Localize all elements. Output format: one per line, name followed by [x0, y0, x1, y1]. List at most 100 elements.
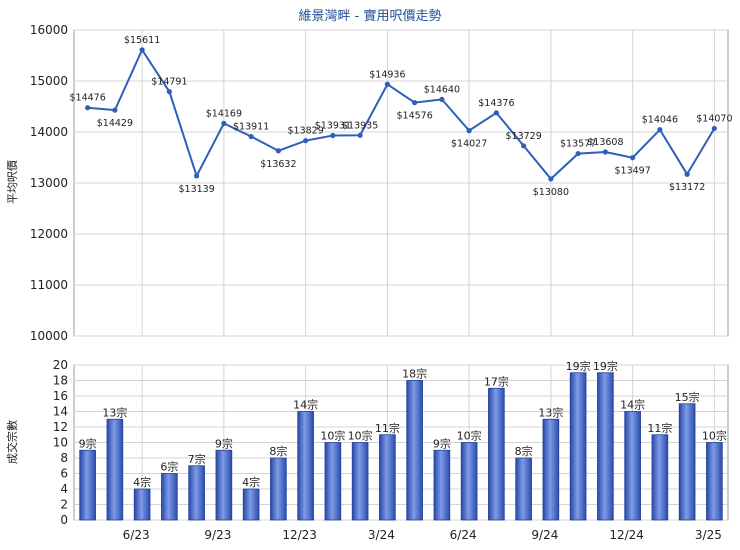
volume-data-label: 14宗: [620, 398, 645, 412]
volume-data-label: 10宗: [457, 429, 482, 443]
price-y-axis-label: 平均呎價: [5, 160, 19, 204]
price-data-point: [357, 132, 363, 138]
volume-data-label: 14宗: [293, 398, 318, 412]
volume-bar: [624, 411, 641, 521]
volume-y-tick-label: 8: [60, 451, 68, 465]
price-y-tick-label: 16000: [30, 23, 68, 37]
volume-data-label: 10宗: [348, 429, 373, 443]
price-data-label: $13632: [260, 159, 296, 170]
price-data-labels: $14476 $14429 $15611 $14791 $13139 $14169 $139…: [69, 35, 732, 198]
price-series-line: [87, 47, 716, 181]
price-data-point: [275, 148, 281, 154]
volume-x-tick-label: 9/24: [531, 528, 558, 542]
volume-data-label: 4宗: [133, 475, 151, 489]
price-data-label: $15611: [124, 35, 160, 46]
price-data-label: $14027: [451, 139, 487, 150]
volume-x-tick-label: 6/23: [123, 528, 150, 542]
price-data-label: $13172: [669, 182, 705, 193]
price-data-label: $14429: [97, 118, 133, 129]
volume-x-tick-label: 12/23: [282, 528, 317, 542]
volume-bar: [569, 372, 587, 521]
price-data-label: $14936: [369, 69, 405, 80]
volume-bar: [678, 403, 696, 521]
volume-data-label: 10宗: [702, 429, 727, 443]
volume-data-label: 11宗: [647, 421, 672, 435]
price-data-label: $13911: [233, 122, 269, 133]
price-data-label: $13829: [287, 126, 323, 137]
volume-bar: [706, 442, 723, 521]
price-data-label: $14791: [151, 77, 187, 88]
price-data-label: $13935: [342, 120, 378, 131]
volume-bar: [351, 442, 369, 521]
volume-data-label: 11宗: [375, 421, 400, 435]
price-y-tick-label: 12000: [30, 227, 68, 241]
volume-x-tick-label: 12/24: [609, 528, 644, 542]
volume-y-tick-label: 16: [53, 389, 68, 403]
volume-y-tick-label: 10: [53, 436, 68, 450]
volume-data-label: 9宗: [79, 436, 97, 450]
price-data-label: $14640: [424, 84, 460, 95]
price-data-point: [493, 110, 499, 116]
volume-y-tick-label: 2: [60, 498, 68, 512]
price-data-point: [684, 171, 690, 177]
chart-title: 維景灣畔 - 實用呎價走勢: [299, 8, 442, 24]
volume-bar: [542, 418, 560, 521]
price-data-point: [657, 127, 663, 133]
volume-x-tick-label: 6/24: [450, 528, 477, 542]
volume-data-label: 13宗: [538, 405, 563, 419]
volume-bar: [242, 488, 260, 521]
volume-bar: [133, 488, 151, 521]
price-data-point: [166, 89, 172, 95]
price-data-label: $13931: [315, 121, 351, 132]
price-data-point: [602, 149, 608, 155]
price-y-tick-label: 15000: [30, 74, 68, 88]
price-data-label: $13729: [505, 131, 541, 142]
volume-bar: [406, 380, 423, 521]
price-data-label: $14070: [696, 113, 732, 124]
volume-x-tick-label: 3/24: [368, 528, 395, 542]
price-y-tick-label: 13000: [30, 176, 68, 190]
price-data-point: [412, 100, 418, 106]
price-data-point: [630, 155, 636, 161]
price-data-point: [248, 133, 254, 140]
volume-y-tick-label: 20: [53, 358, 68, 372]
price-data-label: $14046: [642, 115, 678, 126]
volume-x-tick-label: 9/23: [204, 528, 231, 542]
price-data-point: [439, 96, 445, 102]
price-grid: [73, 29, 729, 337]
volume-y-axis-label: 成交宗數: [5, 420, 19, 464]
volume-x-axis-ticks: 6/23 9/23 12/23 3/24 6/24 9/24 12/24 3/25: [123, 528, 722, 542]
volume-x-tick-label: 3/25: [695, 528, 722, 542]
volume-y-tick-label: 18: [53, 374, 68, 388]
volume-bar: [79, 449, 96, 521]
volume-data-label: 4宗: [242, 475, 260, 489]
volume-data-label: 8宗: [515, 444, 533, 458]
volume-y-tick-label: 6: [60, 467, 68, 481]
volume-y-tick-label: 14: [53, 405, 68, 419]
price-data-point: [711, 125, 717, 132]
price-data-label: $13139: [178, 184, 214, 195]
volume-grid: [73, 364, 729, 521]
volume-bar: [515, 457, 532, 521]
volume-bar: [215, 449, 233, 521]
volume-bar: [270, 457, 287, 521]
price-data-label: $14476: [69, 93, 105, 104]
volume-y-tick-label: 12: [53, 420, 68, 434]
price-data-point: [330, 132, 336, 139]
price-data-label: $14169: [206, 108, 242, 119]
price-data-point: [139, 47, 145, 53]
price-data-point: [575, 150, 581, 157]
volume-bar: [106, 418, 124, 521]
volume-bar: [188, 465, 205, 521]
price-data-label: $13497: [614, 166, 650, 177]
volume-bar: [379, 434, 396, 521]
price-data-label: $13608: [587, 137, 623, 148]
price-data-label: $14576: [396, 111, 432, 122]
volume-data-label: 7宗: [188, 452, 206, 466]
volume-bar: [651, 434, 669, 521]
volume-data-label: 13宗: [102, 405, 127, 419]
volume-data-label: 6宗: [160, 460, 178, 474]
price-y-axis-ticks: 10000 11000 12000 13000 14000 15000 16000: [30, 23, 68, 343]
